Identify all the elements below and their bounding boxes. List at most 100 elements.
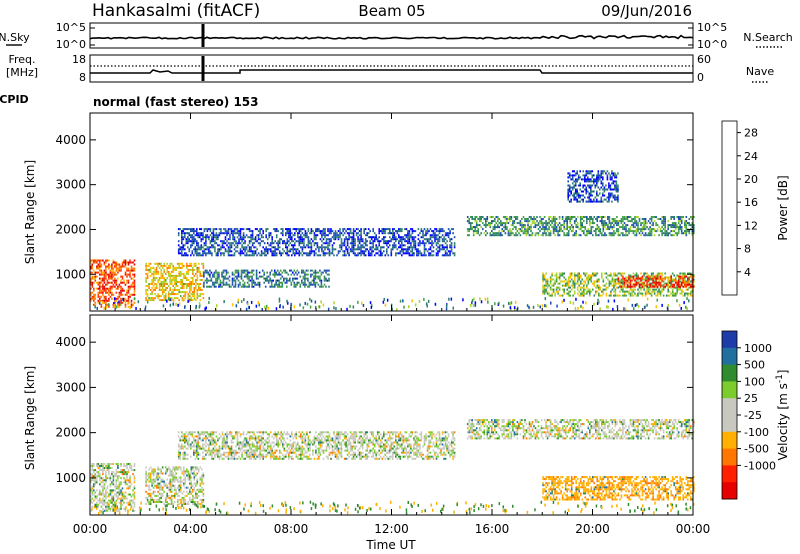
heatmap-cell	[404, 228, 406, 231]
heatmap-cell	[209, 275, 211, 278]
heatmap-cell	[542, 218, 544, 220]
heatmap-cell	[423, 244, 426, 247]
heatmap-cell	[586, 278, 588, 281]
heatmap-cell	[90, 473, 92, 476]
heatmap-cell	[684, 275, 686, 278]
heatmap-cell	[597, 194, 600, 197]
heatmap-cell	[591, 194, 594, 197]
heatmap-cell	[223, 232, 225, 235]
heatmap-cell	[302, 283, 305, 286]
heatmap-cell	[647, 274, 650, 277]
heatmap-cell	[638, 220, 641, 223]
heatmap-cell	[200, 232, 203, 235]
heatmap-cell	[224, 236, 227, 239]
heatmap-cell	[118, 265, 121, 268]
heatmap-cell	[667, 278, 669, 281]
heatmap-cell	[522, 224, 525, 227]
heatmap-cell	[419, 240, 421, 243]
heatmap-cell	[646, 272, 648, 275]
heatmap-cell	[294, 248, 296, 251]
heatmap-cell	[610, 232, 612, 235]
heatmap-cell	[491, 220, 493, 223]
heatmap-cell	[611, 200, 613, 203]
heatmap-cell	[206, 234, 209, 237]
heatmap-cell	[310, 248, 313, 251]
heatmap-cell	[620, 222, 623, 225]
heatmap-cell	[99, 469, 101, 472]
heatmap-cell	[659, 281, 662, 284]
heatmap-cell	[127, 295, 130, 298]
heatmap-cell	[551, 278, 553, 281]
heatmap-cell	[213, 283, 216, 286]
heatmap-cell	[357, 240, 359, 243]
heatmap-cell	[558, 272, 561, 275]
heatmap-cell	[603, 194, 606, 197]
heatmap-cell	[613, 224, 615, 227]
heatmap-cell	[623, 285, 626, 288]
heatmap-cell	[103, 503, 106, 506]
heatmap-cell	[196, 234, 198, 237]
heatmap-cell	[574, 178, 577, 181]
heatmap-cell	[229, 234, 231, 237]
heatmap-cell	[324, 232, 326, 235]
heatmap-cell	[513, 216, 516, 218]
heatmap-cell	[617, 277, 620, 280]
heatmap-cell	[566, 224, 568, 227]
heatmap-cell	[288, 254, 290, 257]
heatmap-cell	[158, 266, 161, 269]
heatmap-cell	[668, 285, 671, 288]
heatmap-cell	[352, 242, 355, 245]
heatmap-cell	[555, 290, 558, 293]
heatmap-cell	[105, 261, 107, 264]
heatmap-cell	[179, 281, 182, 283]
heatmap-cell	[198, 285, 200, 287]
heatmap-cell	[102, 299, 104, 302]
heatmap-cell	[596, 192, 598, 195]
heatmap-cell	[205, 244, 207, 247]
heatmap-cell	[298, 228, 301, 231]
heatmap-cell	[281, 283, 284, 286]
heatmap-cell	[570, 274, 573, 277]
heatmap-cell	[611, 226, 614, 229]
heatmap-cell	[106, 299, 109, 302]
heatmap-cell	[300, 246, 302, 249]
heatmap-cell	[280, 238, 282, 241]
heatmap-cell	[193, 295, 196, 298]
heatmap-cell	[545, 232, 547, 235]
heatmap-cell	[539, 222, 541, 225]
heatmap-cell	[183, 264, 185, 267]
heatmap-cell	[589, 224, 591, 227]
heatmap-cell	[609, 178, 612, 181]
heatmap-cell	[295, 271, 297, 274]
heatmap-cell	[312, 240, 314, 243]
heatmap-cell	[336, 232, 338, 235]
heatmap-cell	[566, 232, 568, 235]
heatmap-cell	[264, 279, 267, 282]
heatmap-cell	[676, 292, 678, 295]
heatmap-cell	[404, 248, 406, 251]
heatmap-cell	[187, 270, 190, 273]
heatmap-cell	[627, 298, 629, 302]
heatmap-cell	[313, 283, 315, 286]
heatmap-cell	[239, 248, 242, 251]
heatmap-cell	[183, 291, 185, 294]
heatmap-cell	[198, 262, 200, 265]
heatmap-cell	[308, 283, 311, 286]
heatmap-cell	[407, 246, 409, 249]
heatmap-cell	[94, 303, 97, 306]
heatmap-cell	[361, 240, 364, 243]
heatmap-cell	[381, 230, 384, 233]
heatmap-cell	[114, 261, 116, 264]
heatmap-cell	[608, 216, 611, 218]
heatmap-cell	[566, 220, 568, 223]
heatmap-cell	[245, 273, 247, 276]
heatmap-cell	[157, 281, 159, 283]
heatmap-cell	[594, 184, 597, 187]
heatmap-cell	[288, 240, 290, 243]
heatmap-cell	[112, 279, 115, 282]
heatmap-cell	[483, 224, 486, 227]
heatmap-cell	[690, 224, 692, 227]
heatmap-cell	[617, 276, 620, 279]
heatmap-cell	[273, 285, 276, 288]
heatmap-cell	[275, 307, 278, 311]
